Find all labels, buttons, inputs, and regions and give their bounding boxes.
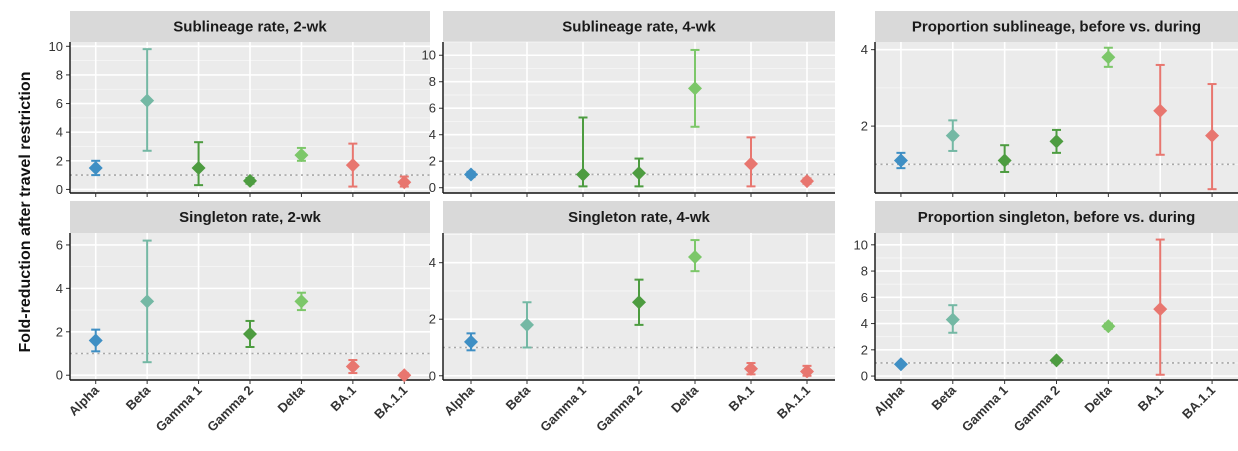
x-tick-label: Gamma 2 — [593, 383, 645, 435]
data-point — [632, 166, 646, 181]
x-tick-label: BA.1.1 — [774, 383, 813, 422]
data-point — [744, 156, 758, 171]
y-tick-label: 2 — [429, 154, 436, 169]
data-point — [243, 173, 257, 188]
data-point — [464, 167, 478, 182]
data-point — [397, 368, 412, 383]
data-point — [800, 364, 814, 379]
x-tick-label: BA.1 — [726, 383, 758, 415]
data-point — [576, 167, 590, 182]
data-point — [688, 250, 702, 265]
y-tick-label: 2 — [56, 153, 63, 168]
x-tick-label: BA.1.1 — [371, 383, 410, 422]
y-tick-label: 8 — [861, 264, 868, 279]
y-tick-label: 2 — [56, 324, 63, 339]
y-tick-label: 0 — [429, 180, 436, 195]
x-tick-label: Gamma 2 — [1011, 383, 1063, 435]
x-tick-label: BA.1 — [327, 383, 359, 415]
data-point — [893, 153, 908, 168]
x-tick-label: Beta — [503, 382, 534, 413]
data-point — [1049, 134, 1064, 149]
data-point — [294, 294, 309, 309]
y-tick-label: 10 — [854, 237, 868, 252]
y-axis-title: Fold-reduction after travel restriction — [17, 72, 34, 353]
y-tick-label: 2 — [861, 119, 868, 134]
data-point — [893, 357, 908, 372]
data-point — [632, 295, 646, 310]
data-point — [1205, 128, 1220, 143]
data-point — [397, 175, 412, 190]
data-point — [140, 294, 155, 309]
data-point — [294, 148, 309, 163]
data-point — [191, 160, 206, 175]
data-point — [520, 317, 534, 332]
panel-strip — [443, 11, 835, 42]
y-tick-label: 4 — [861, 42, 868, 57]
panel-title: Singleton rate, 2-wk — [179, 209, 321, 226]
data-point — [800, 174, 814, 189]
y-tick-label: 4 — [429, 127, 436, 142]
panel-title: Singleton rate, 4-wk — [568, 209, 710, 226]
x-tick-label: Delta — [668, 382, 702, 416]
data-point — [243, 326, 257, 341]
x-tick-label: Alpha — [441, 382, 478, 419]
y-tick-label: 0 — [56, 182, 63, 197]
panel-title: Sublineage rate, 4-wk — [562, 19, 716, 36]
panel-strip — [70, 201, 430, 233]
x-tick-label: Beta — [928, 382, 959, 413]
x-tick-label: Delta — [274, 382, 308, 416]
y-tick-label: 4 — [56, 281, 63, 296]
data-point — [945, 312, 960, 327]
y-tick-label: 0 — [56, 368, 63, 383]
data-point — [88, 333, 103, 348]
data-point — [140, 93, 155, 108]
y-tick-label: 4 — [56, 125, 63, 140]
x-tick-label: Alpha — [66, 382, 103, 419]
x-tick-label: Gamma 1 — [959, 383, 1011, 435]
x-tick-label: Delta — [1081, 382, 1115, 416]
data-point — [945, 128, 960, 143]
data-point — [1049, 353, 1064, 368]
x-tick-label: Gamma 1 — [537, 383, 589, 435]
x-tick-label: Beta — [123, 382, 154, 413]
panel-strip — [443, 201, 835, 233]
y-tick-label: 6 — [861, 290, 868, 305]
data-point — [88, 160, 103, 175]
y-tick-label: 8 — [429, 74, 436, 89]
y-tick-label: 2 — [429, 312, 436, 327]
data-point — [345, 359, 360, 374]
data-point — [1153, 103, 1168, 118]
panel-strip — [875, 11, 1238, 42]
x-tick-label: BA.1.1 — [1179, 383, 1218, 422]
y-tick-label: 2 — [861, 342, 868, 357]
panel-title: Sublineage rate, 2-wk — [173, 19, 327, 36]
y-tick-label: 6 — [56, 237, 63, 252]
data-point — [1101, 319, 1116, 334]
y-tick-label: 0 — [861, 369, 868, 384]
y-tick-label: 8 — [56, 67, 63, 82]
panel-strip — [70, 11, 430, 42]
x-tick-label: BA.1 — [1135, 383, 1167, 415]
y-tick-label: 4 — [861, 316, 868, 331]
data-point — [345, 158, 360, 173]
data-point — [1101, 50, 1116, 65]
y-tick-label: 4 — [429, 255, 436, 270]
y-tick-label: 6 — [56, 96, 63, 111]
x-tick-label: Gamma 2 — [204, 383, 256, 435]
x-tick-label: Alpha — [871, 382, 908, 419]
data-point — [744, 361, 758, 376]
y-tick-label: 0 — [429, 368, 436, 383]
panel-title: Proportion sublineage, before vs. during — [912, 19, 1201, 36]
y-tick-label: 10 — [422, 48, 436, 63]
y-tick-label: 10 — [49, 39, 63, 54]
y-tick-label: 6 — [429, 101, 436, 116]
panel-title: Proportion singleton, before vs. during — [918, 209, 1196, 226]
data-point — [688, 81, 702, 96]
data-point — [464, 334, 478, 349]
data-point — [1153, 302, 1168, 317]
panel-strip — [875, 201, 1238, 233]
data-point — [997, 153, 1012, 168]
x-tick-label: Gamma 1 — [153, 383, 205, 435]
